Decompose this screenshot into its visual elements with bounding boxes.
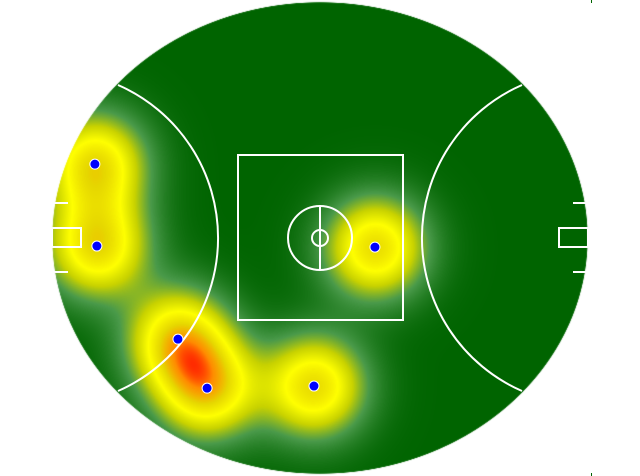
player-marker [89, 158, 101, 170]
player-marker [172, 333, 184, 345]
right-goal-square [558, 227, 589, 248]
left-50m-arc [117, 84, 220, 392]
player-marker [308, 380, 320, 392]
right-50m-arc [420, 84, 523, 392]
centre-square [237, 154, 404, 321]
left-goal-square [51, 227, 82, 248]
player-marker [369, 241, 381, 253]
player-marker [91, 240, 103, 252]
player-marker [201, 382, 213, 394]
